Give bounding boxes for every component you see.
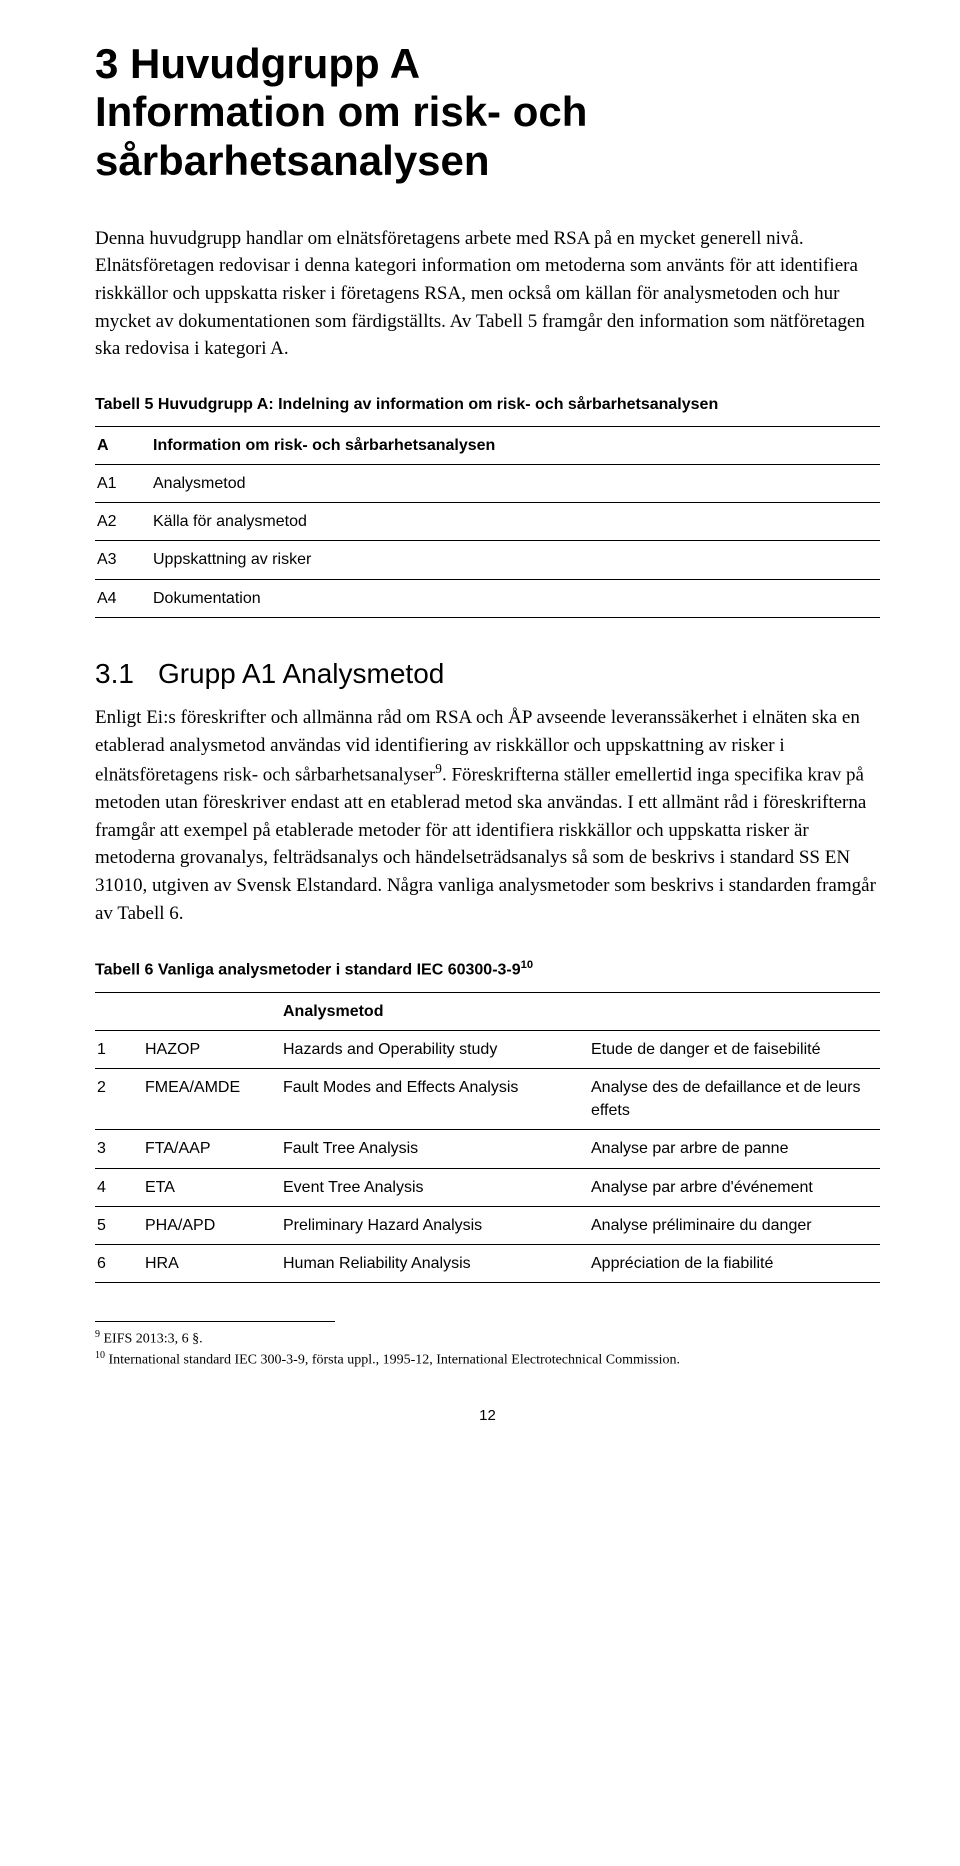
table-cell-code: A1 — [95, 465, 151, 503]
heading-2-text: Grupp A1 Analysmetod — [158, 658, 444, 689]
table-cell: 4 — [95, 1168, 143, 1206]
table-cell: Preliminary Hazard Analysis — [281, 1206, 589, 1244]
footnotes: 9 EIFS 2013:3, 6 §. 10 International sta… — [95, 1328, 880, 1371]
table-cell-code: A — [95, 426, 151, 464]
table-cell: 1 — [95, 1030, 143, 1068]
table6-caption: Tabell 6 Vanliga analysmetoder i standar… — [95, 957, 880, 982]
table-cell: 3 — [95, 1130, 143, 1168]
table-row: A Information om risk- och sårbarhetsana… — [95, 426, 880, 464]
footnote-ref-9: 9 — [435, 761, 442, 776]
table-cell: Event Tree Analysis — [281, 1168, 589, 1206]
table-cell — [95, 992, 143, 1030]
table-cell-label: Information om risk- och sårbarhetsanaly… — [151, 426, 880, 464]
table-row: A2 Källa för analysmetod — [95, 503, 880, 541]
table-cell: HRA — [143, 1244, 281, 1282]
footnote-num: 10 — [95, 1350, 105, 1361]
table-row: A1 Analysmetod — [95, 465, 880, 503]
paragraph-intro: Denna huvudgrupp handlar om elnätsföreta… — [95, 225, 880, 363]
table-cell-code: A3 — [95, 541, 151, 579]
table-cell-code: A4 — [95, 579, 151, 617]
page: 3 Huvudgrupp A Information om risk- och … — [0, 0, 960, 1476]
footnote-text: EIFS 2013:3, 6 §. — [100, 1332, 203, 1347]
table-cell: Analyse par arbre de panne — [589, 1130, 880, 1168]
table-cell: Hazards and Operability study — [281, 1030, 589, 1068]
table-row: 6 HRA Human Reliability Analysis Appréci… — [95, 1244, 880, 1282]
heading-2: 3.1 Grupp A1 Analysmetod — [95, 654, 880, 695]
heading-1: 3 Huvudgrupp A Information om risk- och … — [95, 40, 880, 185]
table-row: 2 FMEA/AMDE Fault Modes and Effects Anal… — [95, 1068, 880, 1129]
footnote-text: International standard IEC 300-3-9, förs… — [105, 1353, 680, 1368]
paragraph-section-b: . Föreskrifterna ställer emellertid inga… — [95, 765, 876, 924]
footnote-9: 9 EIFS 2013:3, 6 §. — [95, 1328, 880, 1349]
table-cell: Analyse des de defaillance et de leurs e… — [589, 1068, 880, 1129]
table-cell: Fault Tree Analysis — [281, 1130, 589, 1168]
table-row: 1 HAZOP Hazards and Operability study Et… — [95, 1030, 880, 1068]
table-cell-code: A2 — [95, 503, 151, 541]
paragraph-section: Enligt Ei:s föreskrifter och allmänna rå… — [95, 704, 880, 927]
table-row: 5 PHA/APD Preliminary Hazard Analysis An… — [95, 1206, 880, 1244]
table-row: A4 Dokumentation — [95, 579, 880, 617]
heading-1-line1: 3 Huvudgrupp A — [95, 40, 420, 87]
table-row: A3 Uppskattning av risker — [95, 541, 880, 579]
table-cell: 6 — [95, 1244, 143, 1282]
table-cell-label: Källa för analysmetod — [151, 503, 880, 541]
table-cell: FMEA/AMDE — [143, 1068, 281, 1129]
table-cell: PHA/APD — [143, 1206, 281, 1244]
table-cell-label: Dokumentation — [151, 579, 880, 617]
table-cell: 2 — [95, 1068, 143, 1129]
table-cell-header: Analysmetod — [281, 992, 589, 1030]
table6: Analysmetod 1 HAZOP Hazards and Operabil… — [95, 992, 880, 1284]
table-cell: Analyse préliminaire du danger — [589, 1206, 880, 1244]
table5: A Information om risk- och sårbarhetsana… — [95, 426, 880, 618]
table-cell — [589, 992, 880, 1030]
table-row: 4 ETA Event Tree Analysis Analyse par ar… — [95, 1168, 880, 1206]
heading-2-number: 3.1 — [95, 658, 134, 689]
table-cell: Human Reliability Analysis — [281, 1244, 589, 1282]
page-number: 12 — [95, 1405, 880, 1427]
footnote-separator — [95, 1321, 335, 1322]
table-row: 3 FTA/AAP Fault Tree Analysis Analyse pa… — [95, 1130, 880, 1168]
footnote-ref-10: 10 — [521, 959, 533, 971]
table-cell-label: Analysmetod — [151, 465, 880, 503]
table-cell: ETA — [143, 1168, 281, 1206]
table-cell-label: Uppskattning av risker — [151, 541, 880, 579]
table-cell — [143, 992, 281, 1030]
table-cell: 5 — [95, 1206, 143, 1244]
table5-caption: Tabell 5 Huvudgrupp A: Indelning av info… — [95, 393, 880, 416]
table-row: Analysmetod — [95, 992, 880, 1030]
table6-caption-text: Tabell 6 Vanliga analysmetoder i standar… — [95, 961, 521, 978]
heading-1-line2: Information om risk- och sårbarhetsanaly… — [95, 88, 587, 183]
table-cell: FTA/AAP — [143, 1130, 281, 1168]
table-cell: Fault Modes and Effects Analysis — [281, 1068, 589, 1129]
footnote-10: 10 International standard IEC 300-3-9, f… — [95, 1349, 880, 1370]
table-cell: Analyse par arbre d'événement — [589, 1168, 880, 1206]
table-cell: Appréciation de la fiabilité — [589, 1244, 880, 1282]
table-cell: Etude de danger et de faisebilité — [589, 1030, 880, 1068]
table-cell: HAZOP — [143, 1030, 281, 1068]
